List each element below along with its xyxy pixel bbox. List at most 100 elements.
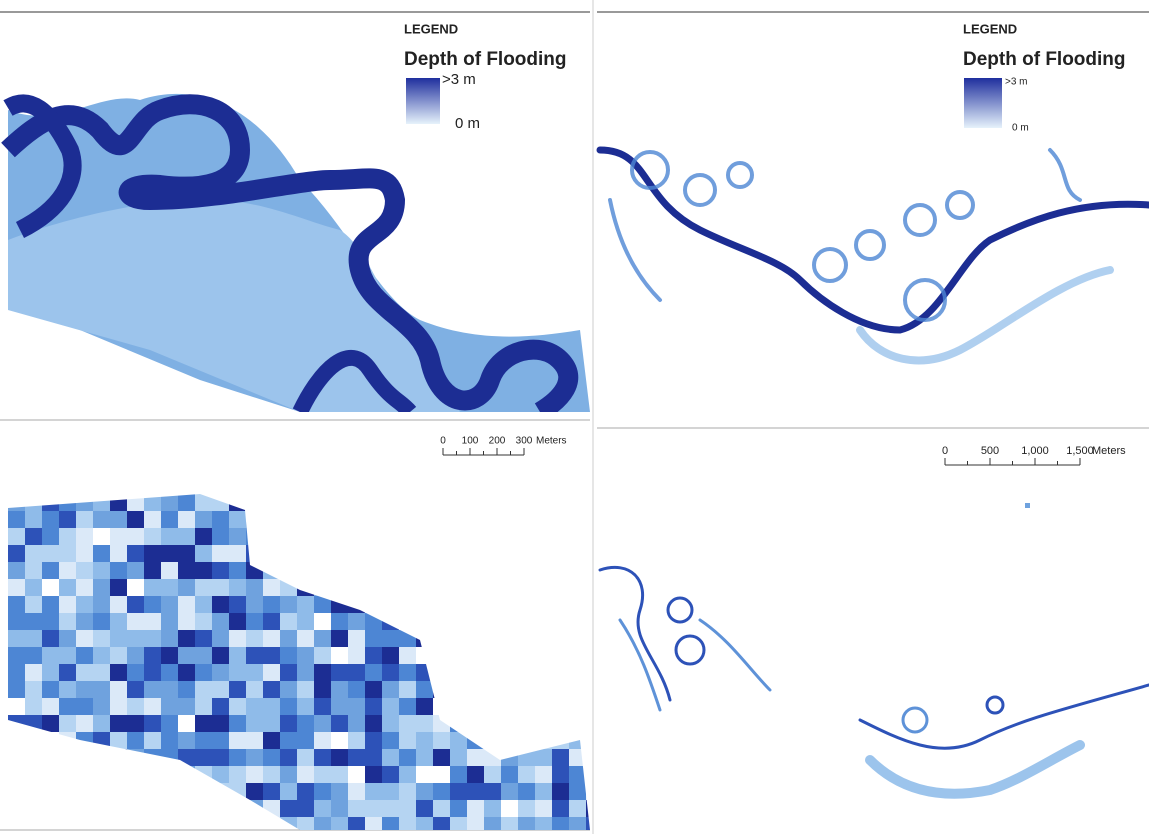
depth-cell <box>331 681 348 698</box>
depth-cell <box>76 732 93 749</box>
depth-cell <box>331 715 348 732</box>
depth-cell <box>25 715 42 732</box>
depth-cell <box>484 545 501 562</box>
depth-cell <box>93 647 110 664</box>
depth-cell <box>433 511 450 528</box>
depth-cell <box>195 579 212 596</box>
depth-cell <box>569 511 586 528</box>
depth-cell <box>263 732 280 749</box>
meander-scar <box>814 249 846 281</box>
depth-cell <box>416 613 433 630</box>
depth-cell <box>382 800 399 817</box>
depth-cell <box>59 800 76 817</box>
depth-cell <box>195 749 212 766</box>
depth-cell <box>8 647 25 664</box>
meander-scar <box>685 175 715 205</box>
depth-cell <box>501 698 518 715</box>
depth-cell <box>246 647 263 664</box>
depth-cell <box>263 766 280 783</box>
depth-cell <box>93 613 110 630</box>
depth-cell <box>93 511 110 528</box>
depth-cell <box>76 817 93 834</box>
depth-cell <box>501 749 518 766</box>
depth-cell <box>280 783 297 800</box>
depth-cell <box>110 664 127 681</box>
depth-cell <box>552 647 569 664</box>
depth-cell <box>280 681 297 698</box>
depth-cell <box>93 681 110 698</box>
depth-cell <box>518 528 535 545</box>
depth-cell <box>25 817 42 834</box>
depth-cell <box>178 647 195 664</box>
legend-1: LEGEND Depth of Flooding >3 m 0 m <box>400 21 585 140</box>
depth-cell <box>399 511 416 528</box>
depth-cell <box>195 647 212 664</box>
depth-cell <box>246 511 263 528</box>
depth-cell <box>212 732 229 749</box>
depth-cell <box>382 732 399 749</box>
depth-cell <box>76 664 93 681</box>
depth-cell <box>331 698 348 715</box>
depth-cell <box>110 715 127 732</box>
depth-cell <box>518 715 535 732</box>
depth-cell <box>297 630 314 647</box>
depth-cell <box>365 800 382 817</box>
depth-cell <box>331 817 348 834</box>
depth-cell <box>484 783 501 800</box>
depth-cell <box>297 698 314 715</box>
depth-cell <box>552 715 569 732</box>
depth-cell <box>365 511 382 528</box>
depth-cell <box>93 545 110 562</box>
depth-cell <box>552 766 569 783</box>
depth-cell <box>178 800 195 817</box>
depth-cell <box>501 783 518 800</box>
map-panel-4 <box>600 503 1149 794</box>
depth-cell <box>144 579 161 596</box>
depth-cell <box>450 749 467 766</box>
depth-cell <box>42 647 59 664</box>
depth-cell <box>365 545 382 562</box>
depth-cell <box>535 579 552 596</box>
depth-cell <box>331 562 348 579</box>
depth-cell <box>552 494 569 511</box>
depth-cell <box>8 494 25 511</box>
depth-cell <box>331 511 348 528</box>
depth-cell <box>501 681 518 698</box>
depth-cell <box>127 681 144 698</box>
depth-cell <box>586 545 603 562</box>
depth-cell <box>110 596 127 613</box>
depth-cell <box>42 817 59 834</box>
depth-cell <box>229 596 246 613</box>
depth-cell <box>110 817 127 834</box>
depth-cell <box>280 732 297 749</box>
depth-cell <box>93 596 110 613</box>
depth-cell <box>433 766 450 783</box>
depth-cell <box>76 681 93 698</box>
depth-cell <box>450 579 467 596</box>
depth-cell <box>314 579 331 596</box>
depth-cell <box>467 749 484 766</box>
depth-cell <box>144 596 161 613</box>
depth-cell <box>314 613 331 630</box>
depth-cell <box>297 800 314 817</box>
depth-cell <box>93 562 110 579</box>
depth-cell <box>280 647 297 664</box>
depth-cell <box>93 749 110 766</box>
depth-cell <box>8 817 25 834</box>
depth-cell <box>195 800 212 817</box>
depth-cell <box>8 800 25 817</box>
depth-cell <box>365 613 382 630</box>
depth-cell <box>535 749 552 766</box>
depth-cell <box>212 528 229 545</box>
depth-cell <box>280 630 297 647</box>
depth-cell <box>8 783 25 800</box>
depth-cell <box>586 732 603 749</box>
depth-cell <box>314 732 331 749</box>
depth-cell <box>229 800 246 817</box>
depth-cell <box>467 511 484 528</box>
depth-cell <box>161 800 178 817</box>
depth-cell <box>467 579 484 596</box>
depth-cell <box>501 528 518 545</box>
depth-cell <box>263 783 280 800</box>
depth-cell <box>416 817 433 834</box>
